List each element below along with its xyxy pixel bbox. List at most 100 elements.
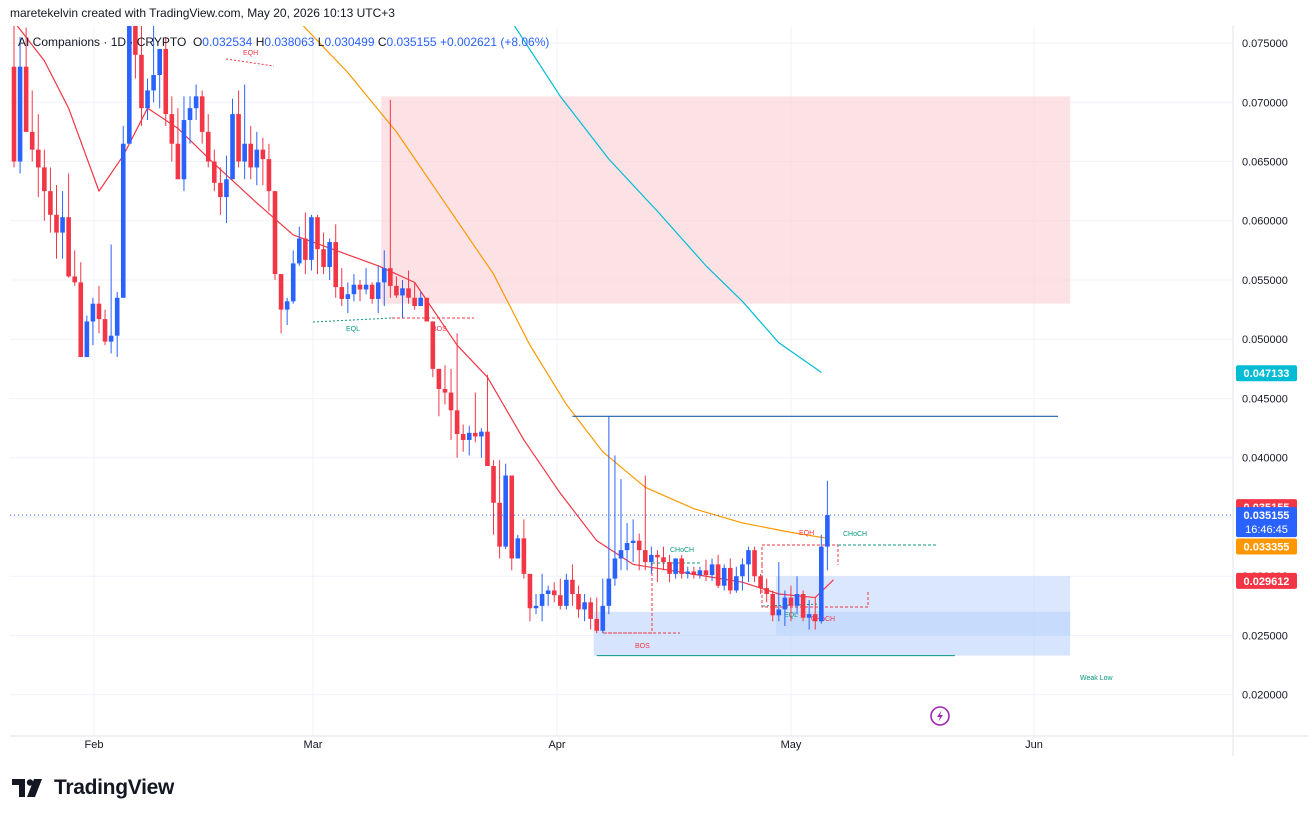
candle [181, 96, 187, 192]
candle-body [770, 594, 776, 616]
candle [758, 573, 763, 595]
y-tick-label: 0.025000 [1242, 630, 1288, 642]
candle [381, 250, 387, 307]
price-label-value: 0.047133 [1244, 368, 1290, 380]
chart-canvas[interactable]: EQH EQL BOS CHoCH BOS EQH CHoCH EQL CHoC… [10, 26, 1308, 756]
y-tick-label: 0.065000 [1242, 156, 1288, 168]
price-label-value: 0.035155 [1244, 510, 1290, 522]
candle-body [175, 143, 181, 180]
candle-body [539, 594, 545, 606]
candle-body [527, 573, 533, 609]
chart-caption: maretekelvin created with TradingView.co… [10, 6, 395, 20]
candle-body [114, 297, 120, 336]
candle [321, 232, 326, 275]
candle [685, 566, 691, 579]
candle [600, 578, 606, 634]
tradingview-logo[interactable]: TradingView [12, 776, 174, 800]
candle [479, 428, 484, 458]
candle-body [369, 284, 375, 299]
candle [782, 590, 788, 626]
candle [709, 558, 715, 581]
candle [357, 279, 363, 302]
candle-body [278, 274, 284, 310]
lightning-icon[interactable] [930, 706, 950, 726]
brand-name: TradingView [54, 776, 175, 799]
candle-body [521, 538, 527, 574]
candle-body [424, 297, 430, 322]
candle-body [363, 284, 369, 290]
price-label-value: 0.033355 [1244, 541, 1290, 553]
candle-body [746, 550, 751, 565]
candle-body [388, 268, 393, 286]
candle [187, 96, 193, 144]
candle [667, 554, 672, 583]
candle [564, 573, 569, 610]
candle [764, 578, 769, 603]
candle-body [345, 294, 351, 299]
candle [175, 108, 181, 180]
candle-body [327, 242, 332, 267]
candle-body [303, 238, 308, 260]
candle [825, 480, 830, 571]
candle-body [60, 217, 65, 233]
price-axis[interactable]: 0.075000 0.070000 0.065000 0.060000 0.055000… [1242, 38, 1288, 702]
candle-body [558, 595, 563, 606]
price-label: 0.035155 16:46:45 [1236, 507, 1297, 538]
candle [752, 546, 757, 583]
y-tick-label: 0.075000 [1242, 38, 1288, 50]
candle [721, 564, 727, 591]
candle [363, 268, 369, 295]
candle-body [466, 432, 472, 440]
candle-body [709, 564, 715, 576]
candle-body [448, 392, 454, 411]
zone-demand-lower [775, 576, 1071, 636]
candle [473, 392, 478, 443]
candle-body [54, 214, 59, 233]
candle-body [752, 550, 757, 577]
candle [284, 297, 290, 326]
candle [199, 90, 205, 144]
candle [29, 90, 35, 162]
candle-body [764, 588, 769, 595]
candle-body [491, 466, 496, 503]
candle [770, 590, 776, 622]
time-axis[interactable]: Feb Mar Apr May Jun [85, 739, 1043, 751]
candle [576, 585, 581, 618]
y-tick-label: 0.020000 [1242, 690, 1288, 702]
candle [290, 250, 296, 304]
candle-body [272, 191, 278, 275]
candle-body [570, 579, 575, 595]
candle-body [266, 159, 272, 192]
candle-body [612, 558, 618, 579]
candle-body [430, 321, 436, 369]
candle [163, 37, 169, 126]
candle-body [594, 618, 600, 631]
candle [296, 226, 302, 266]
annotation-choch-right: CHoCH [843, 531, 867, 538]
price-label-bg [1236, 538, 1297, 555]
candle [17, 37, 23, 174]
candle-body [819, 546, 824, 622]
candle [424, 297, 430, 322]
candle [66, 173, 71, 278]
candle [551, 582, 557, 603]
candle [727, 558, 733, 595]
candle-body [509, 475, 515, 559]
candle-body [551, 590, 557, 596]
candle-body [42, 167, 47, 192]
candle-body [236, 114, 241, 162]
candle-body [460, 434, 466, 440]
candle-body [497, 502, 502, 547]
candle-body [806, 614, 812, 618]
candle [157, 48, 162, 109]
candles-layer [11, 26, 830, 634]
candle-body [655, 554, 660, 558]
candle-body [636, 540, 642, 551]
candle [746, 546, 751, 583]
candle-body [108, 335, 114, 342]
candle-body [734, 576, 739, 591]
legend-open-label: O [192, 35, 203, 49]
candle-body [187, 108, 193, 121]
candle [734, 566, 739, 593]
candle-body [35, 149, 41, 168]
